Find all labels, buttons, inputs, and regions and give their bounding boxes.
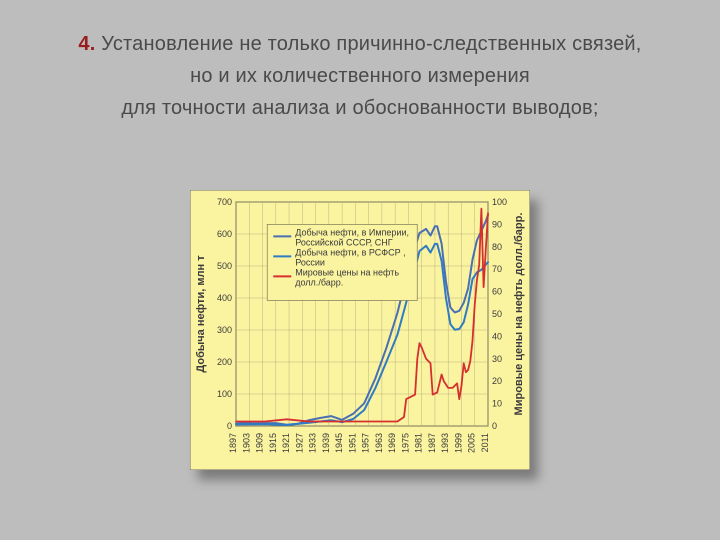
svg-text:1939: 1939 [321,433,331,453]
slide: 4. Установление не только причинно-следс… [0,0,720,540]
svg-text:300: 300 [217,325,232,335]
svg-text:1903: 1903 [241,433,251,453]
svg-text:600: 600 [217,229,232,239]
svg-text:1921: 1921 [281,433,291,453]
svg-text:1987: 1987 [427,433,437,453]
heading-number: 4. [78,33,95,55]
heading-line-3: для точности анализа и обоснованности вы… [121,97,598,119]
svg-text:0: 0 [227,421,232,431]
svg-text:10: 10 [492,399,502,409]
svg-text:70: 70 [492,264,502,274]
svg-text:Добыча нефти, в РСФСР ,: Добыча нефти, в РСФСР , [295,247,405,257]
svg-text:Мировые цены на нефть долл./ба: Мировые цены на нефть долл./барр. [513,213,525,416]
svg-text:Добыча нефти, млн т: Добыча нефти, млн т [195,255,207,373]
svg-text:Добыча нефти, в Империи,: Добыча нефти, в Империи, [295,227,409,237]
svg-text:1927: 1927 [294,433,304,453]
svg-text:долл./барр.: долл./барр. [295,277,343,287]
svg-text:1975: 1975 [400,433,410,453]
svg-text:России: России [295,257,325,267]
svg-text:1957: 1957 [361,433,371,453]
svg-text:30: 30 [492,354,502,364]
heading-line-2: но и их количественного измерения [190,65,530,87]
svg-text:700: 700 [217,197,232,207]
svg-text:1945: 1945 [334,433,344,453]
svg-text:1969: 1969 [387,433,397,453]
svg-text:0: 0 [492,421,497,431]
svg-text:2005: 2005 [467,433,477,453]
svg-text:Мировые цены на нефть: Мировые цены на нефть [295,267,399,277]
svg-text:2011: 2011 [480,433,490,452]
svg-text:1963: 1963 [374,433,384,453]
svg-text:1981: 1981 [414,433,424,453]
svg-text:1951: 1951 [347,433,357,453]
svg-text:500: 500 [217,261,232,271]
svg-text:40: 40 [492,331,502,341]
svg-text:60: 60 [492,287,502,297]
svg-text:100: 100 [217,389,232,399]
svg-text:1993: 1993 [440,433,450,453]
svg-text:100: 100 [492,197,507,207]
svg-text:400: 400 [217,293,232,303]
svg-text:20: 20 [492,376,502,386]
svg-text:1915: 1915 [268,433,278,453]
svg-text:1999: 1999 [453,433,463,453]
oil-chart: 0 100 200 300 400 500 600 700 0 10 20 30 40 50 60 70 80 9… [190,190,530,470]
svg-text:1909: 1909 [255,433,265,453]
svg-text:200: 200 [217,357,232,367]
svg-text:50: 50 [492,309,502,319]
svg-text:80: 80 [492,242,502,252]
svg-text:1897: 1897 [228,433,238,453]
svg-text:90: 90 [492,219,502,229]
slide-heading: 4. Установление не только причинно-следс… [0,28,720,124]
chart-svg: 0 100 200 300 400 500 600 700 0 10 20 30 40 50 60 70 80 9… [190,190,530,470]
svg-text:1933: 1933 [308,433,318,453]
svg-text:Российской СССР, СНГ: Российской СССР, СНГ [295,237,393,247]
heading-line-1: Установление не только причинно-следстве… [101,33,641,55]
